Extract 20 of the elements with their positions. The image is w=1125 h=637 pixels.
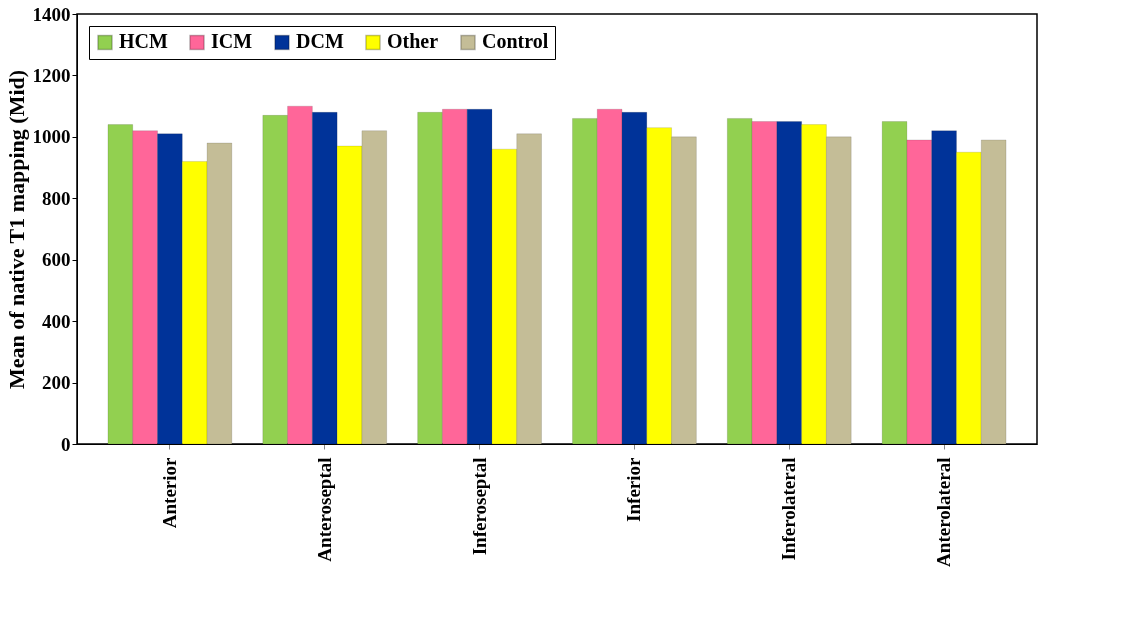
x-tick-label: Anterior: [158, 456, 180, 529]
x-tick-label: Anteroseptal: [313, 457, 335, 562]
y-tick-label: 600: [42, 249, 71, 271]
legend-label: Other: [387, 30, 439, 53]
x-tick-label: Anterolateral: [933, 457, 955, 567]
y-tick-label: 1000: [32, 126, 71, 148]
y-axis-title: Mean of native T1 mapping (Mid): [3, 69, 29, 390]
legend-label: ICM: [211, 30, 253, 53]
legend-label: DCM: [296, 30, 344, 53]
y-tick-label: 400: [42, 310, 71, 332]
y-tick-label: 200: [42, 372, 71, 394]
x-tick-label: Inferoseptal: [468, 457, 490, 556]
y-tick-label: 1400: [32, 3, 71, 25]
x-tick-label: Inferolateral: [778, 457, 800, 561]
y-tick-label: 1200: [32, 64, 71, 86]
x-tick-label: Inferior: [623, 456, 645, 522]
y-tick-label: 0: [61, 433, 71, 455]
legend-label: HCM: [119, 30, 168, 53]
y-tick-label: 800: [42, 187, 71, 209]
legend-label: Control: [482, 30, 549, 53]
